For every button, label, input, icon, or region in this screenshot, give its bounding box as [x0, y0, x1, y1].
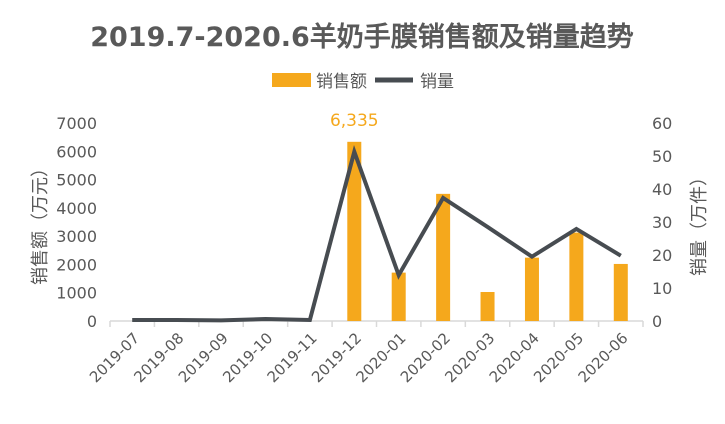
legend-label-volume: 销量 — [420, 72, 454, 92]
data-label: 6,335 — [330, 111, 379, 131]
y-tick-label: 0 — [87, 312, 97, 331]
chart-title: 2019.7-2020.6羊奶手膜销售额及销量趋势 — [90, 21, 634, 53]
bar-2020-02 — [436, 194, 450, 321]
bar-2020-03 — [481, 292, 495, 321]
y2-tick-label: 10 — [652, 279, 672, 298]
y2-tick-label: 40 — [652, 180, 672, 199]
bar-2020-04 — [525, 258, 539, 321]
volume-line — [132, 152, 621, 321]
y2-tick-label: 20 — [652, 246, 672, 265]
y-tick-label: 7000 — [56, 114, 97, 133]
legend: 销售额 销量 — [272, 72, 454, 92]
y2-tick-label: 60 — [652, 114, 672, 133]
y2-tick-label: 30 — [652, 213, 672, 232]
y2-tick-label: 50 — [652, 147, 672, 166]
y-tick-label: 6000 — [56, 142, 97, 161]
y-tick-label: 4000 — [56, 199, 97, 218]
y-tick-label: 1000 — [56, 284, 97, 303]
x-tick-label: 2020-06 — [575, 329, 632, 386]
bar-2020-06 — [614, 264, 628, 321]
y-axis-label: 销售额（万元） — [30, 159, 51, 285]
y-tick-label: 5000 — [56, 171, 97, 190]
bar-2020-01 — [392, 273, 406, 321]
y2-axis-label: 销量（万件） — [689, 168, 710, 276]
y2-tick-label: 0 — [652, 312, 662, 331]
legend-swatch-sales — [272, 73, 311, 87]
y-tick-label: 3000 — [56, 227, 97, 246]
bar-2020-05 — [569, 233, 583, 321]
y-tick-label: 2000 — [56, 255, 97, 274]
legend-label-sales: 销售额 — [316, 72, 367, 92]
